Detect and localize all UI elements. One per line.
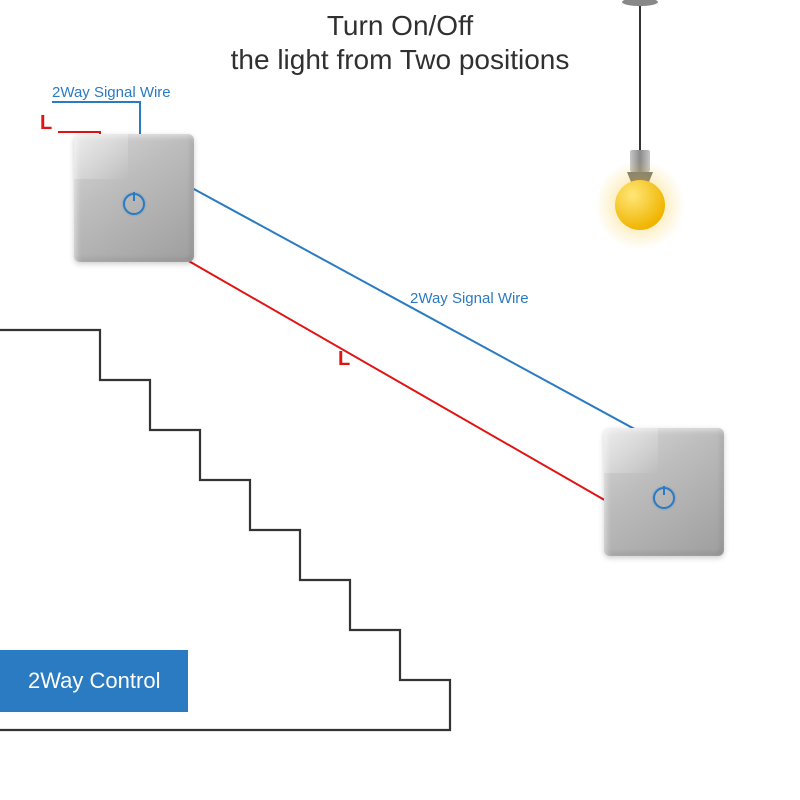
switch-bottom-power-icon: [653, 487, 675, 509]
lamp-socket: [630, 150, 650, 172]
lamp-socket-cone: [627, 172, 653, 182]
red-wire-diagonal: [180, 256, 608, 502]
banner: 2Way Control: [0, 650, 188, 712]
l-mid-label: L: [338, 348, 350, 371]
blue-wire-top: [52, 102, 140, 134]
switch-bottom: [604, 428, 724, 556]
switch-top-power-icon: [123, 193, 145, 215]
lamp-bulb: [615, 180, 665, 230]
signal-wire-top-label: 2Way Signal Wire: [52, 84, 171, 101]
l-top-label: L: [40, 112, 52, 135]
title-line1: Turn On/Off: [0, 10, 800, 42]
lamp-glow: [595, 160, 685, 250]
blue-wire-diagonal: [192, 188, 640, 432]
switch-top: [74, 134, 194, 262]
signal-wire-mid-label: 2Way Signal Wire: [410, 290, 529, 307]
lamp-ceiling-cap: [622, 0, 658, 6]
title-line2: the light from Two positions: [0, 44, 800, 76]
